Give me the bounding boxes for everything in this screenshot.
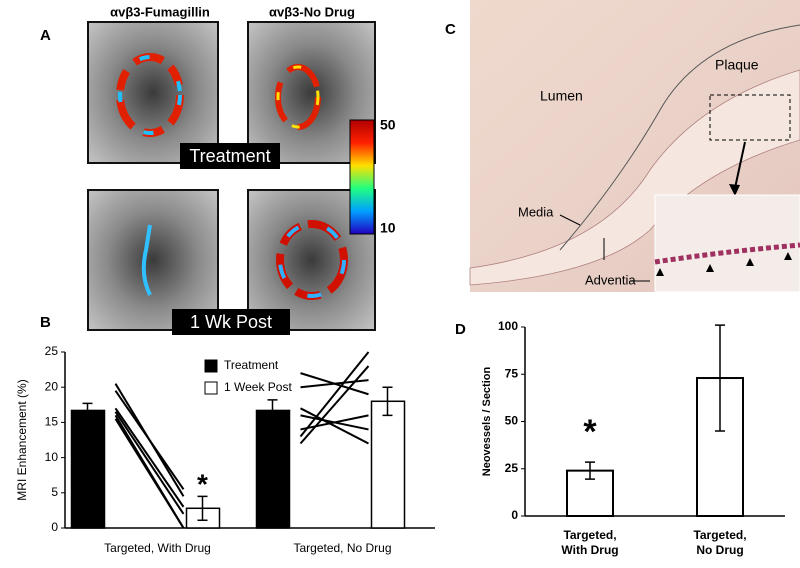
image-label: Adventia xyxy=(585,272,636,287)
y-tick-label: 15 xyxy=(45,415,59,429)
error-bar xyxy=(382,386,393,417)
subject-line xyxy=(300,414,369,431)
image-label: Media xyxy=(518,204,554,219)
x-tick-label: Targeted, No Drug xyxy=(693,528,747,557)
histology-image xyxy=(469,0,800,293)
error-bar xyxy=(82,402,93,419)
subject-line xyxy=(300,379,369,389)
row-label: 1 Wk Post xyxy=(190,312,272,332)
panel-label: A xyxy=(40,27,51,44)
subject-line xyxy=(300,407,369,445)
subject-line xyxy=(114,407,185,508)
y-tick-label: 75 xyxy=(505,366,519,380)
y-axis-label: MRI Enhancement (%) xyxy=(15,379,29,500)
x-tick-label: Targeted, With Drug xyxy=(104,541,211,555)
subject-line xyxy=(114,390,185,490)
y-tick-label: 0 xyxy=(51,520,58,534)
panel-label: B xyxy=(40,314,51,331)
image-label: Lumen xyxy=(540,88,583,104)
y-tick-label: 100 xyxy=(498,319,518,333)
x-tick-label: Targeted, No Drug xyxy=(293,541,391,555)
error-bar xyxy=(267,399,278,422)
bar xyxy=(370,400,406,529)
y-tick-label: 10 xyxy=(45,450,59,464)
subject-line xyxy=(299,365,370,445)
y-tick-label: 50 xyxy=(505,414,519,428)
error-bar xyxy=(715,324,725,432)
bar xyxy=(70,409,106,529)
error-bar xyxy=(197,495,208,522)
colorbar-label: 10 xyxy=(380,220,396,236)
bar xyxy=(255,409,291,529)
mri-images xyxy=(87,21,376,335)
subject-line xyxy=(299,351,370,438)
legend-swatch xyxy=(204,381,218,395)
y-tick-label: 20 xyxy=(45,379,59,393)
error-bar xyxy=(585,461,595,480)
subject-line xyxy=(114,418,185,529)
image-label: Plaque xyxy=(715,57,759,73)
panel-label: D xyxy=(455,321,466,338)
x-tick-label: Targeted, With Drug xyxy=(561,528,619,557)
row-label: Treatment xyxy=(189,146,270,166)
legend-label: 1 Week Post xyxy=(224,380,292,394)
column-title: αvβ3-Fumagillin xyxy=(110,4,210,19)
y-tick-label: 25 xyxy=(505,461,519,475)
y-tick-label: 5 xyxy=(51,485,58,499)
y-tick-label: 25 xyxy=(45,344,59,358)
significance-mark: * xyxy=(197,469,208,500)
panel-label: C xyxy=(445,21,456,38)
legend-swatch xyxy=(204,359,218,373)
colorbar-label: 50 xyxy=(380,117,396,133)
legend-label: Treatment xyxy=(224,358,279,372)
column-title: αvβ3-No Drug xyxy=(269,4,355,19)
y-tick-label: 0 xyxy=(511,508,518,522)
y-axis-label: Neovessels / Section xyxy=(481,367,493,477)
subject-line xyxy=(114,411,185,515)
significance-mark: * xyxy=(583,413,597,451)
